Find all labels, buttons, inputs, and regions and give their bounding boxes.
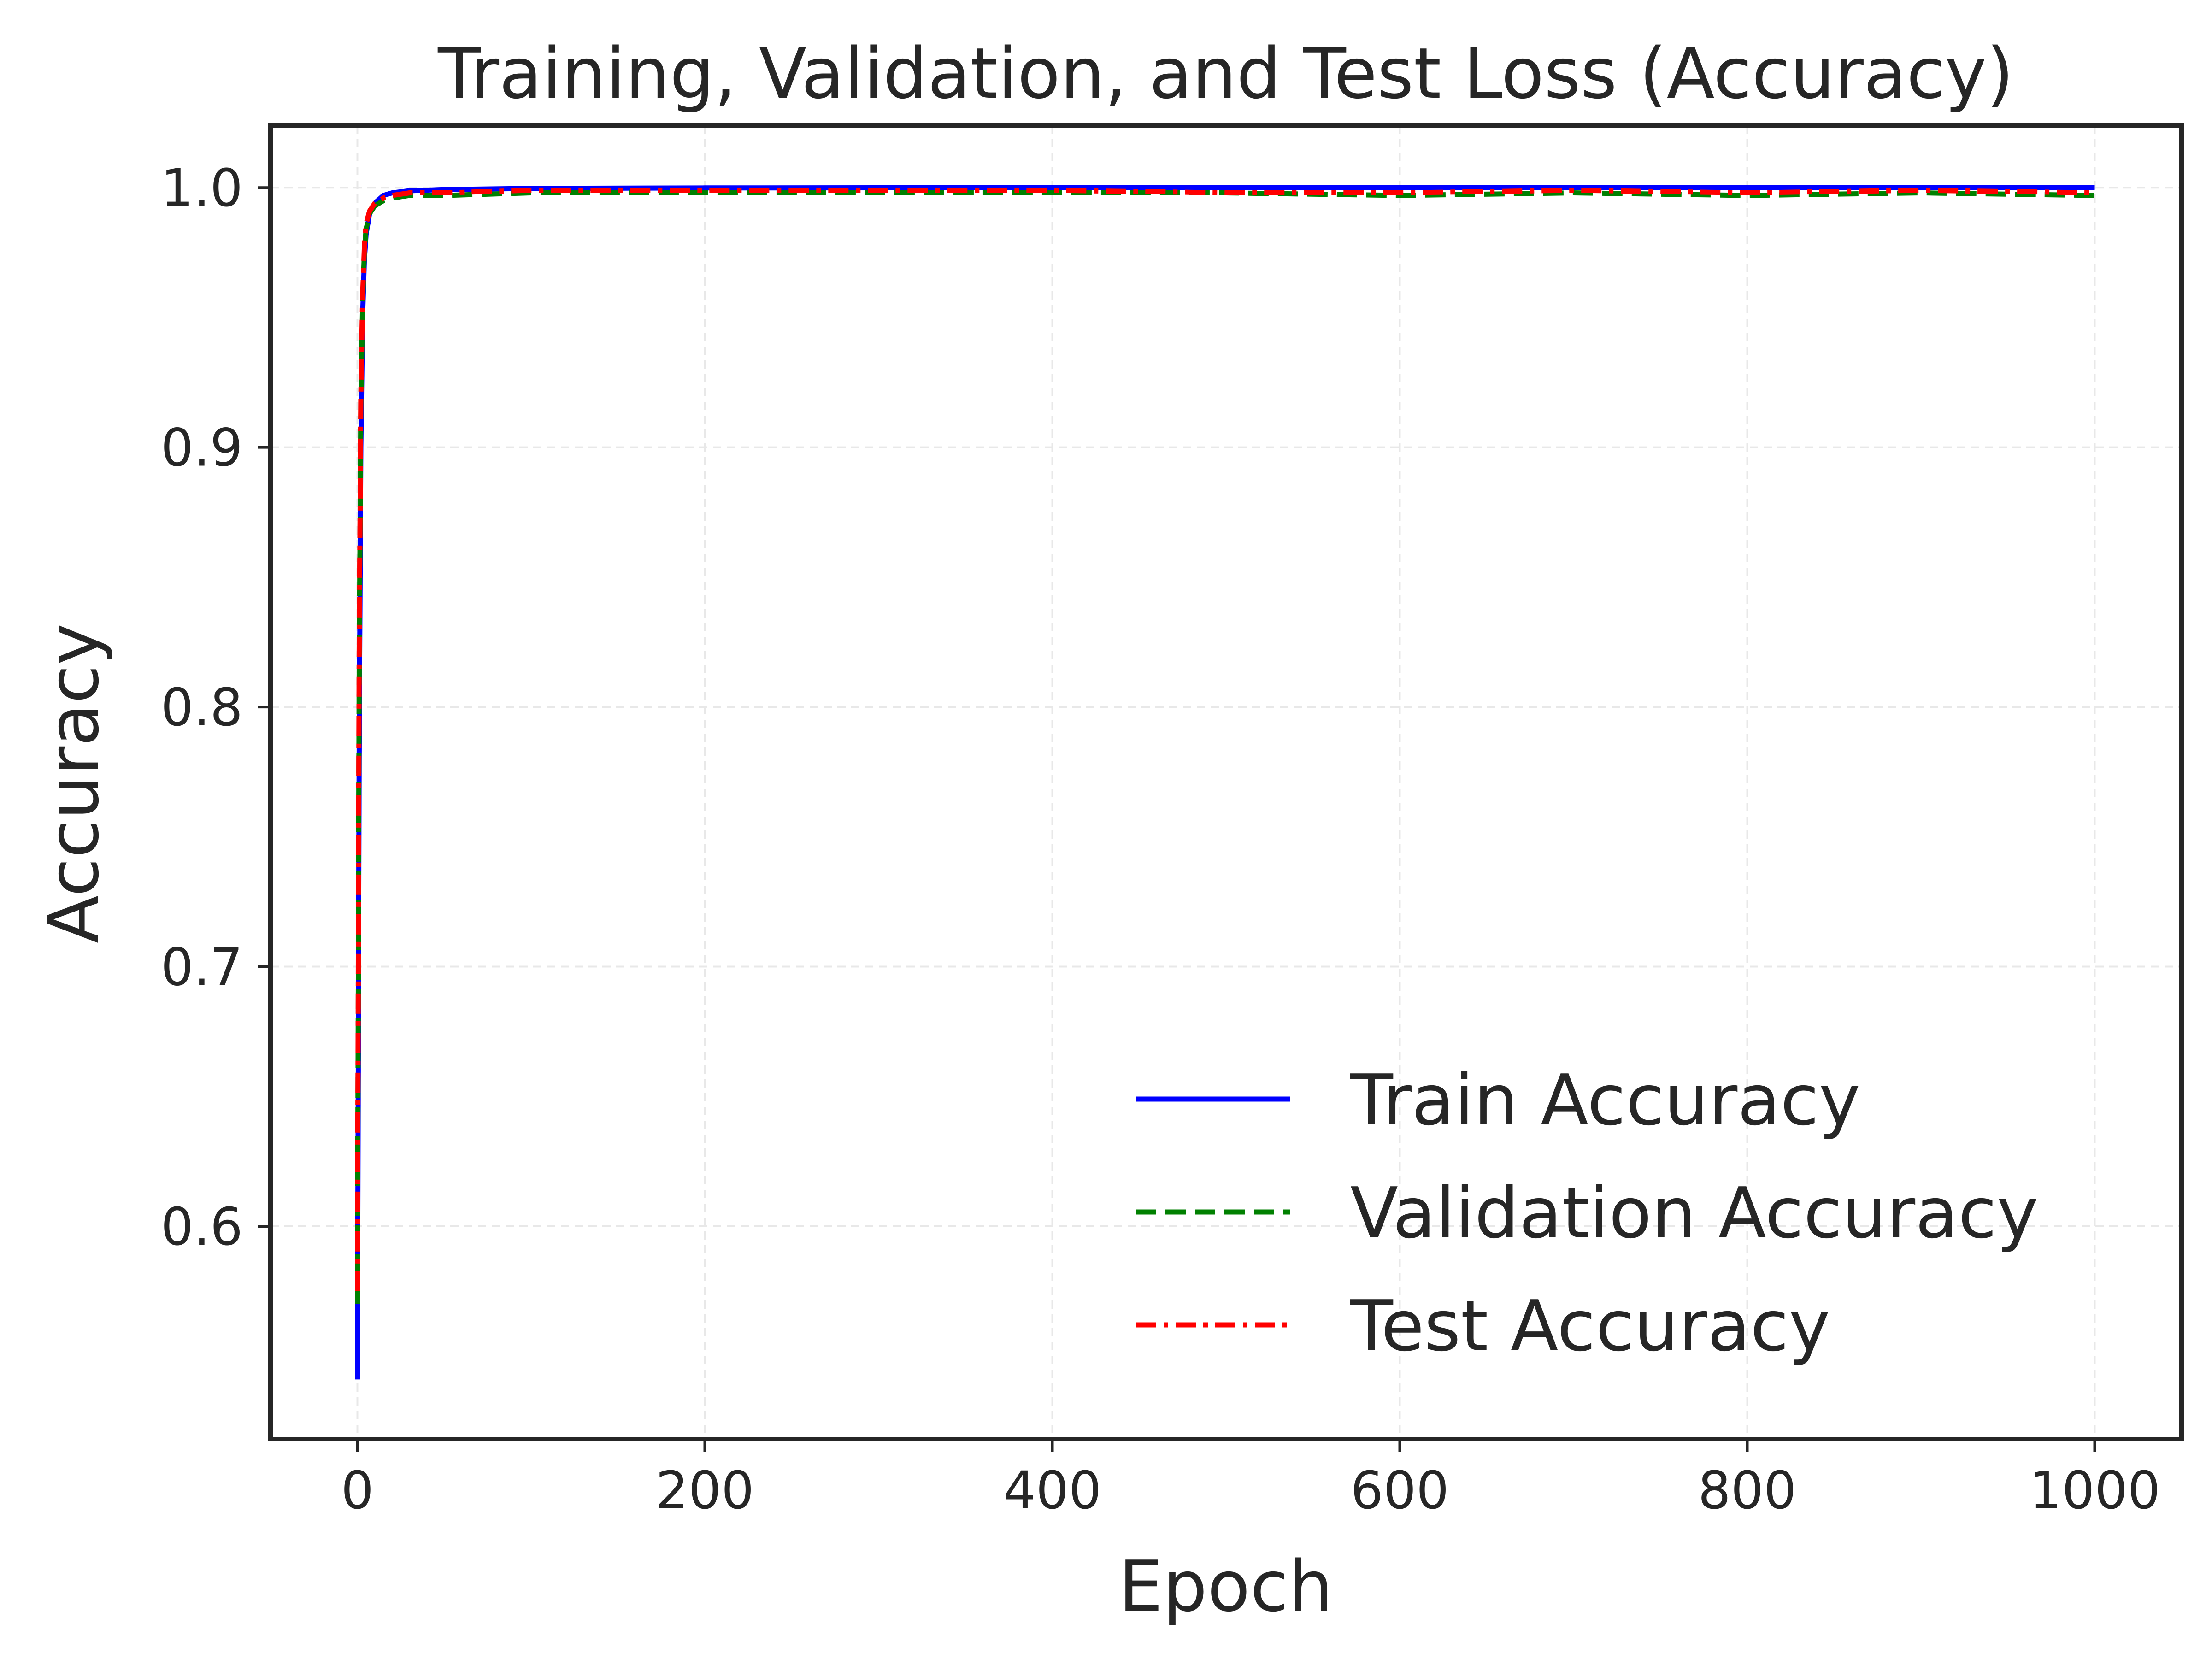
x-tick-label: 600 (1351, 1461, 1449, 1521)
legend-label: Validation Accuracy (1350, 1172, 2038, 1254)
x-tick-label: 1000 (2029, 1461, 2160, 1521)
legend-label: Test Accuracy (1350, 1285, 1830, 1367)
x-tick-label: 400 (1003, 1461, 1102, 1521)
legend-label: Train Accuracy (1350, 1059, 1860, 1141)
plot-frame (268, 123, 2184, 1441)
validation-accuracy-line (355, 190, 2095, 1305)
y-tick-label: 0.8 (161, 678, 243, 738)
y-axis-label: Accuracy (33, 624, 114, 943)
y-tick-label: 1.0 (161, 159, 243, 218)
test-accuracy-line (355, 188, 2095, 1291)
x-tick-label: 200 (656, 1461, 754, 1521)
y-tick-label: 0.7 (161, 938, 243, 998)
x-axis-label: Epoch (1118, 1546, 1333, 1627)
y-tick-label: 0.9 (161, 418, 243, 478)
chart-title: Training, Validation, and Test Loss (Acc… (437, 33, 2014, 114)
tick-layer: 0 200 400 600 800 1000 0.6 0.7 0.8 0.9 1.0 (161, 159, 2160, 1521)
x-tick-label: 800 (1698, 1461, 1797, 1521)
x-tick-label: 0 (341, 1461, 374, 1521)
y-tick-label: 0.6 (161, 1197, 243, 1257)
series-layer (355, 185, 2095, 1380)
legend: Train Accuracy Validation Accuracy Test Ac… (1136, 1059, 2038, 1367)
